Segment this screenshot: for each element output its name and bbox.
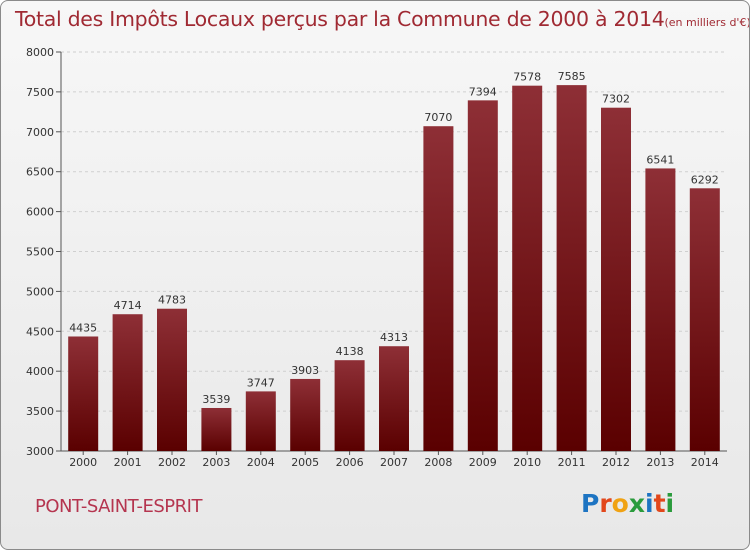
x-tick-label: 2000 bbox=[69, 456, 97, 469]
bar bbox=[512, 85, 543, 451]
y-tick-label: 7000 bbox=[26, 126, 54, 139]
y-tick-label: 3000 bbox=[26, 445, 54, 458]
x-tick-label: 2011 bbox=[558, 456, 586, 469]
chart-title: Total des Impôts Locaux perçus par la Co… bbox=[15, 7, 750, 31]
x-tick-label: 2005 bbox=[291, 456, 319, 469]
y-tick-label: 4000 bbox=[26, 365, 54, 378]
title-text: Total des Impôts Locaux perçus par la Co… bbox=[15, 7, 665, 31]
y-tick-label: 6500 bbox=[26, 166, 54, 179]
logo-letter: i bbox=[645, 489, 654, 518]
x-tick-label: 2009 bbox=[469, 456, 497, 469]
x-tick-label: 2007 bbox=[380, 456, 408, 469]
logo-letter: r bbox=[599, 489, 612, 518]
data-label: 7070 bbox=[424, 111, 452, 124]
bar bbox=[379, 346, 409, 451]
data-labels: 4435 4714 4783 3539 3747 3903 4138 4313 7070 7394… bbox=[69, 70, 719, 406]
data-label: 6292 bbox=[691, 173, 719, 186]
data-label: 3747 bbox=[247, 376, 275, 389]
bar bbox=[601, 107, 631, 451]
bar bbox=[290, 378, 321, 451]
x-tick-label: 2001 bbox=[114, 456, 142, 469]
x-tick-label: 2004 bbox=[247, 456, 275, 469]
x-tick-label: 2012 bbox=[602, 456, 630, 469]
x-tick-label: 2013 bbox=[646, 456, 674, 469]
data-label: 7394 bbox=[469, 85, 497, 98]
bar bbox=[334, 360, 365, 451]
x-tick-label: 2006 bbox=[336, 456, 364, 469]
bar bbox=[245, 391, 276, 451]
data-label: 7578 bbox=[513, 71, 541, 84]
logo-letter: P bbox=[581, 489, 600, 518]
logo-letter: x bbox=[628, 489, 645, 518]
logo-letter: t bbox=[653, 489, 666, 518]
y-tick-label: 5500 bbox=[26, 246, 54, 259]
y-tick-label: 3500 bbox=[26, 405, 54, 418]
y-tick-label: 6000 bbox=[26, 206, 54, 219]
bar bbox=[556, 85, 587, 451]
unit-label: (en milliers d'€) bbox=[664, 16, 750, 29]
x-tick-label: 2002 bbox=[158, 456, 186, 469]
data-label: 3903 bbox=[291, 364, 319, 377]
data-label: 3539 bbox=[202, 393, 230, 406]
bar bbox=[645, 168, 676, 451]
data-label: 4435 bbox=[69, 321, 97, 334]
y-tick-label: 4500 bbox=[26, 325, 54, 338]
bar bbox=[68, 336, 99, 451]
data-label: 4783 bbox=[158, 294, 186, 307]
data-label: 7302 bbox=[602, 93, 630, 106]
bar bbox=[112, 314, 143, 451]
logo-letter: o bbox=[611, 489, 629, 518]
y-tick-label: 8000 bbox=[26, 46, 54, 59]
bar bbox=[423, 126, 454, 452]
proxiti-logo: Proxiti bbox=[581, 489, 674, 518]
data-label: 7585 bbox=[558, 70, 586, 83]
y-tick-label: 5000 bbox=[26, 285, 54, 298]
x-tick-label: 2003 bbox=[202, 456, 230, 469]
bar bbox=[689, 188, 720, 451]
y-tick-label: 7500 bbox=[26, 86, 54, 99]
data-label: 4138 bbox=[336, 345, 364, 358]
data-label: 4714 bbox=[114, 299, 142, 312]
x-tick-label: 2008 bbox=[424, 456, 452, 469]
data-label: 6541 bbox=[646, 153, 674, 166]
bar bbox=[201, 407, 232, 451]
bar bbox=[157, 308, 187, 451]
commune-name: PONT-SAINT-ESPRIT bbox=[35, 496, 202, 517]
x-tick-label: 2010 bbox=[513, 456, 541, 469]
data-label: 4313 bbox=[380, 331, 408, 344]
bars bbox=[68, 85, 720, 452]
x-tick-label: 2014 bbox=[691, 456, 719, 469]
logo-letter: i bbox=[665, 489, 675, 518]
bar bbox=[467, 100, 498, 452]
